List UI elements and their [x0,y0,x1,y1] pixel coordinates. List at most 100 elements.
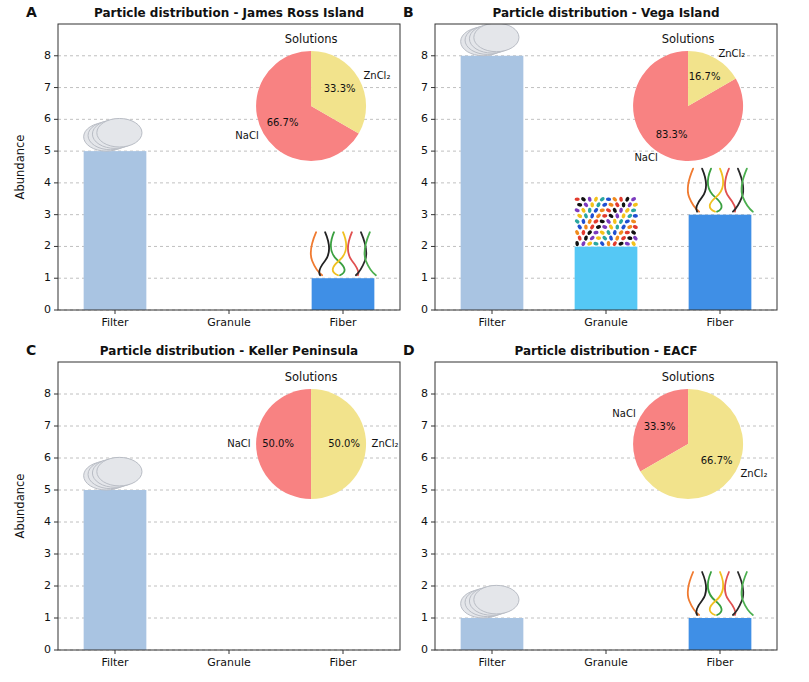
granule-dot [574,229,580,235]
plot-frame [435,362,777,650]
fiber-icon [311,232,376,275]
granule-dot [632,235,638,241]
granule-dot [612,196,618,202]
granule-dot [606,229,611,235]
y-tick [431,586,435,587]
granule-dot [621,224,627,230]
fiber-strand [742,169,753,212]
bar [461,56,524,310]
pie-slice [256,389,311,499]
granule-dot [608,202,614,207]
granule-dot [631,219,637,224]
panel-letter: D [403,342,415,358]
granule-dot [622,202,626,207]
grid-line [435,554,777,555]
granule-dot [632,224,638,229]
granule-dot [615,235,620,241]
pie-title: Solutions [662,32,715,46]
x-tick [115,310,116,314]
granule-dot [589,235,595,241]
granule-dot [618,241,624,246]
marks [461,572,753,650]
pie-value-label: 33.3% [644,421,676,432]
granule-dot [624,207,630,213]
y-tick-label: 0 [44,643,51,656]
pie-category-label: NaCl [235,130,258,141]
y-tick-label: 5 [44,144,51,157]
granule-dot [583,235,588,241]
pie-value-label: 83.3% [656,129,688,140]
panel-title: Particle distribution - Keller Peninsula [100,344,358,358]
pie-category-label: ZnCl₂ [363,70,390,81]
x-tick [720,650,721,654]
pie-slice [633,51,743,161]
fiber-strand [725,572,735,615]
granule-dot [581,230,585,236]
granule-dot [588,208,592,213]
bar [312,278,375,310]
granule-dot [599,219,605,223]
pie-category-label: ZnCl₂ [740,468,767,479]
y-tick-label: 7 [44,81,51,94]
fiber-strand [365,232,376,275]
y-tick [431,650,435,651]
pie-value-label: 33.3% [324,83,356,94]
bar [84,151,147,310]
pie-slice [688,51,736,106]
y-tick-label: 1 [421,271,428,284]
y-tick [431,55,435,56]
y-tick [54,310,58,311]
granule-dot [587,196,592,202]
y-tick-label: 4 [421,176,428,189]
granule-dot [581,241,587,247]
granule-dot [602,202,608,207]
fiber-strand [725,169,735,212]
x-tick [492,650,493,654]
x-tick-label: Granule [584,656,628,669]
fiber-strand [333,232,346,275]
pie-value-label: 50.0% [328,438,360,449]
granule-dot [593,207,599,213]
granule-dot [593,230,599,234]
y-tick [431,310,435,311]
granule-dot [620,235,626,241]
y-tick [431,394,435,395]
marks [84,457,147,650]
granule-dot [599,208,605,213]
granule-dot [577,213,583,219]
y-tick-label: 8 [44,387,51,400]
y-tick-label: 3 [44,547,51,560]
granule-dot [606,241,610,246]
granule-dot [605,218,611,224]
x-tick [343,310,344,314]
plot-frame [58,24,400,310]
y-tick [54,426,58,427]
pie-inset: Solutions50.0%NaCl50.0%ZnCl₂ [227,370,398,499]
filter-icon [84,457,142,490]
panel: Solutions66.7%NaCl33.3%ZnCl₂012345678Fil… [13,4,400,329]
panel-letter: A [26,4,37,20]
pie-category-label: NaCl [612,408,635,419]
granule-dot [625,231,630,235]
y-tick-label: 6 [44,112,51,125]
x-tick-label: Granule [207,656,251,669]
y-tick-label: 7 [421,419,428,432]
y-tick-label: 0 [421,303,428,316]
granule-dot [577,203,583,207]
x-tick [229,650,230,654]
granule-dot [630,230,636,236]
y-tick-label: 5 [421,144,428,157]
y-tick-label: 2 [421,239,428,252]
filter-disc [474,585,519,614]
bar [575,246,638,310]
y-tick [431,426,435,427]
pie-category-label: ZnCl₂ [372,438,399,449]
y-tick-label: 0 [44,303,51,316]
y-tick-label: 4 [421,515,428,528]
filter-disc [97,457,142,486]
fiber-strand [696,169,706,212]
granule-dot [575,197,580,201]
pie-title: Solutions [662,370,715,384]
filter-icon [461,585,519,618]
granule-dot [577,224,583,230]
